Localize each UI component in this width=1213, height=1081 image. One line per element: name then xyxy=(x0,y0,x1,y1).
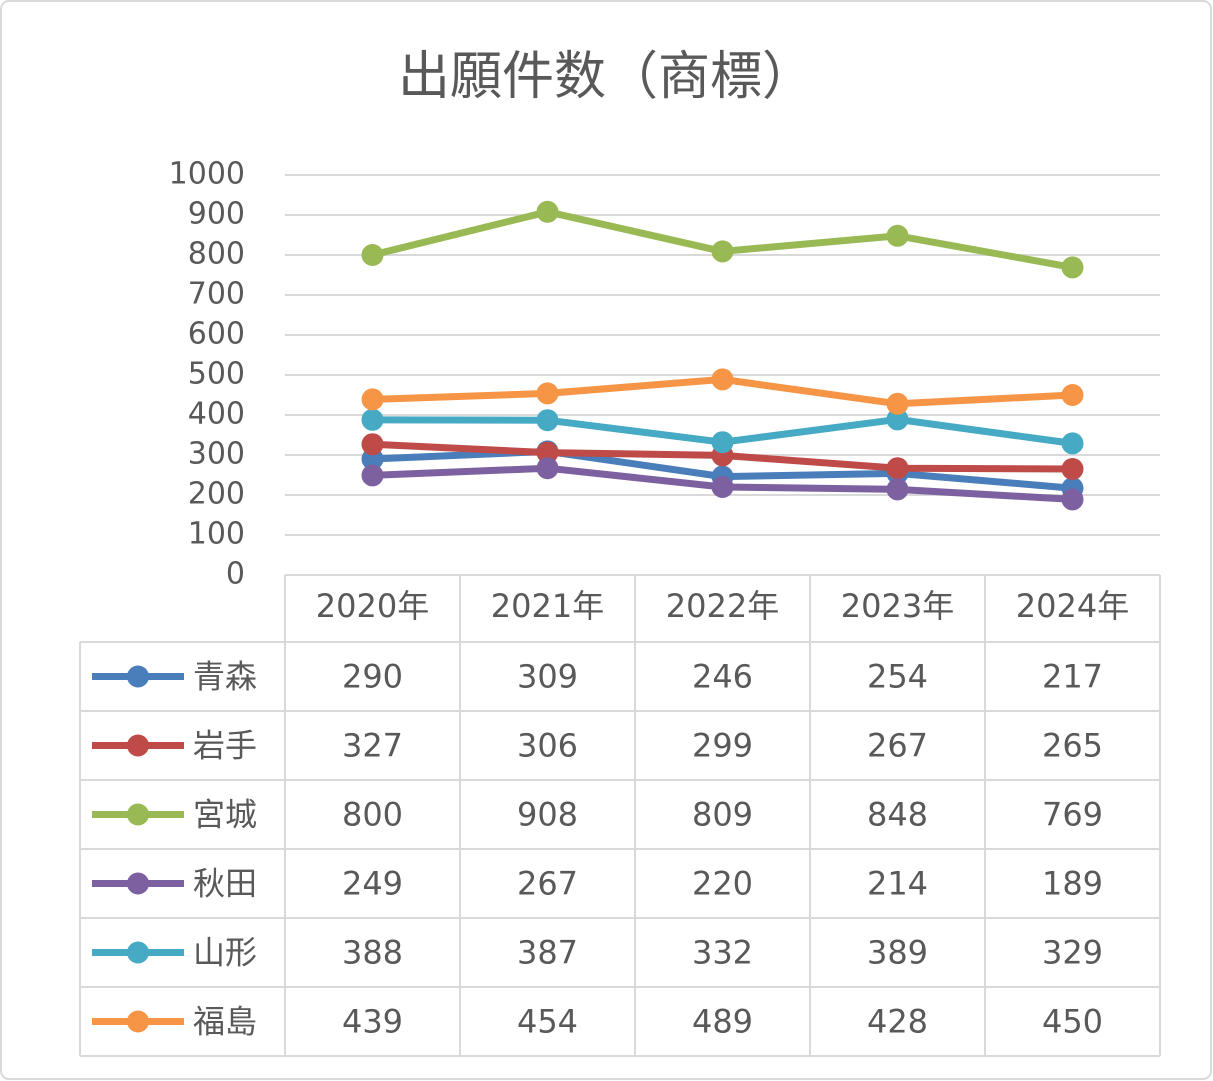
table-value: 309 xyxy=(517,658,578,696)
data-point xyxy=(711,368,734,391)
data-point xyxy=(361,408,384,431)
table-value: 848 xyxy=(867,796,928,834)
legend-key-marker xyxy=(127,665,149,688)
legend-label: 宮城 xyxy=(193,796,257,834)
x-tick-label: 2022年 xyxy=(666,587,779,625)
table-value: 908 xyxy=(517,796,578,834)
table-value: 290 xyxy=(342,658,403,696)
data-point xyxy=(536,200,559,223)
data-point xyxy=(711,431,734,454)
table-value: 254 xyxy=(867,658,928,696)
y-tick-label: 600 xyxy=(188,317,245,352)
table-value: 439 xyxy=(342,1003,403,1041)
data-point xyxy=(711,240,734,263)
data-point xyxy=(536,409,559,432)
table-value: 189 xyxy=(1042,865,1103,903)
x-tick-label: 2024年 xyxy=(1016,587,1129,625)
legend-key-marker xyxy=(127,941,149,964)
table-value: 450 xyxy=(1042,1003,1103,1041)
table-value: 329 xyxy=(1042,934,1103,972)
legend-key-marker xyxy=(127,1010,149,1033)
data-point xyxy=(1061,384,1084,406)
table-value: 489 xyxy=(692,1003,753,1041)
legend-label: 岩手 xyxy=(193,727,257,765)
table-value: 387 xyxy=(517,934,578,972)
legend-label: 秋田 xyxy=(193,865,257,903)
data-point xyxy=(1061,488,1084,511)
y-tick-label: 300 xyxy=(188,437,245,472)
table-value: 267 xyxy=(867,727,928,765)
table-value: 454 xyxy=(517,1003,578,1041)
table-value: 327 xyxy=(342,727,403,765)
table-value: 428 xyxy=(867,1003,928,1041)
data-point xyxy=(536,441,559,464)
data-point xyxy=(361,464,384,487)
data-point xyxy=(1061,256,1084,279)
table-value: 217 xyxy=(1042,658,1103,696)
data-point xyxy=(361,244,384,266)
table-value: 299 xyxy=(692,727,753,765)
data-point xyxy=(536,382,559,405)
y-tick-label: 500 xyxy=(188,357,245,392)
table-value: 246 xyxy=(692,658,753,696)
legend-key-marker xyxy=(127,734,149,757)
table-value: 388 xyxy=(342,934,403,972)
legend-key-marker xyxy=(127,872,149,895)
table-value: 800 xyxy=(342,796,403,834)
y-tick-label: 1000 xyxy=(169,157,245,192)
y-tick-label: 800 xyxy=(188,237,245,272)
table-value: 389 xyxy=(867,934,928,972)
x-tick-label: 2023年 xyxy=(841,587,954,625)
table-value: 220 xyxy=(692,865,753,903)
data-point xyxy=(886,408,909,431)
data-point xyxy=(1061,432,1084,455)
data-point xyxy=(886,224,909,247)
table-value: 214 xyxy=(867,865,928,903)
table-value: 332 xyxy=(692,934,753,972)
chart-title: 出願件数（商標） xyxy=(398,47,814,107)
y-tick-label: 700 xyxy=(188,277,245,312)
table-value: 809 xyxy=(692,796,753,834)
y-tick-label: 0 xyxy=(226,557,245,592)
data-point xyxy=(711,476,734,498)
table-value: 249 xyxy=(342,865,403,903)
data-point xyxy=(1061,458,1084,480)
table-value: 769 xyxy=(1042,796,1103,834)
legend-label: 山形 xyxy=(193,934,257,972)
legend-key-marker xyxy=(127,803,149,826)
table-value: 265 xyxy=(1042,727,1103,765)
data-point xyxy=(886,392,909,415)
y-tick-label: 400 xyxy=(188,397,245,432)
data-point xyxy=(361,388,384,411)
y-tick-label: 100 xyxy=(188,517,245,552)
data-point xyxy=(886,457,909,480)
table-value: 306 xyxy=(517,727,578,765)
x-tick-label: 2021年 xyxy=(491,587,604,625)
data-point xyxy=(536,457,559,480)
data-point xyxy=(361,433,384,456)
y-tick-label: 900 xyxy=(188,197,245,232)
data-point xyxy=(886,478,909,501)
legend-label: 青森 xyxy=(193,658,257,696)
y-tick-label: 200 xyxy=(188,477,245,512)
legend-label: 福島 xyxy=(193,1003,257,1041)
x-tick-label: 2020年 xyxy=(316,587,429,625)
table-value: 267 xyxy=(517,865,578,903)
